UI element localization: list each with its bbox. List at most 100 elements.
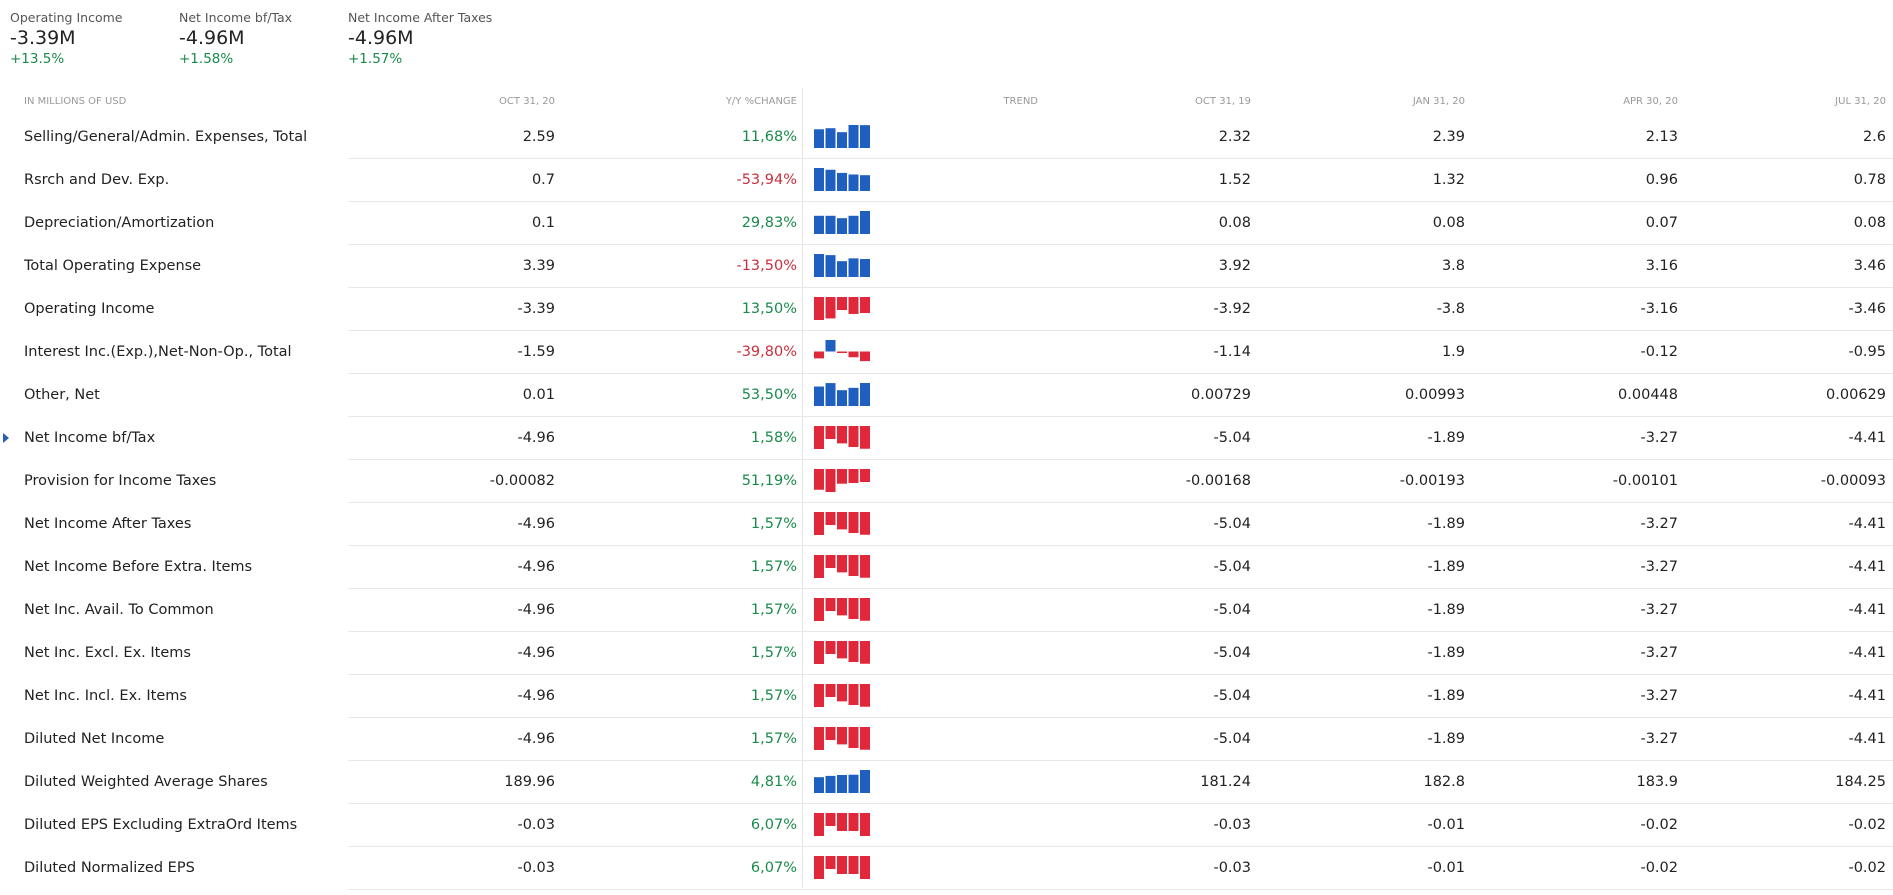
cell-yoy-change: 51,19% [741,473,797,489]
table-row[interactable]: Rsrch and Dev. Exp. 0.7 -53,94% 1.52 1.32 0.9… [0,159,1893,202]
trend-bar [814,129,824,148]
cell-period-3: 0.00448 [1618,387,1678,403]
cell-period-4: -0.02 [1848,817,1886,833]
trend-bar [860,727,870,750]
row-label: Diluted Net Income [24,731,165,747]
row-divider [348,803,1893,804]
table-row[interactable]: Net Inc. Excl. Ex. Items -4.96 1,57% -5.04 -… [0,632,1893,675]
table-row[interactable]: Net Income After Taxes -4.96 1,57% -5.04 -1.… [0,503,1893,546]
trend-bar [848,351,859,358]
table-row[interactable]: Diluted EPS Excluding ExtraOrd Items -0.0… [0,804,1893,847]
trend-bar [825,383,836,406]
table-row[interactable]: Operating Income -3.39 13,50% -3.92 -3.8 -3.1… [0,288,1893,331]
cell-current: -0.03 [517,860,555,876]
trend-bar [825,169,836,191]
trend-bar [825,340,836,352]
cell-period-2: 0.00993 [1405,387,1465,403]
trend-bar [814,856,824,879]
trend-bar [848,598,859,619]
kpi-operating-income: Operating Income -3.39M +13.5% [10,10,122,67]
header-period-4[interactable]: JUL 31, 20 [1835,96,1886,107]
header-period-3[interactable]: APR 30, 20 [1623,96,1678,107]
trend-bar [860,641,870,664]
trend-bar [837,218,847,234]
row-label: Net Inc. Incl. Ex. Items [24,688,187,704]
kpi-value: -4.96M [179,27,245,49]
cell-yoy-change: 4,81% [750,774,797,790]
cell-period-2: -1.89 [1427,559,1465,575]
row-expand-arrow-icon[interactable] [3,433,9,443]
trend-bar [837,426,847,444]
table-row[interactable]: Depreciation/Amortization 0.1 29,83% 0.08 0.… [0,202,1893,245]
trend-sparkline [814,512,870,535]
cell-yoy-change: 11,68% [741,129,797,145]
cell-period-4: -4.41 [1848,645,1886,661]
row-label: Rsrch and Dev. Exp. [24,172,170,188]
header-yoy[interactable]: Y/Y %CHANGE [725,96,797,107]
cell-period-2: 3.8 [1441,258,1465,274]
table-row[interactable]: Diluted Weighted Average Shares 189.96 4,8… [0,761,1893,804]
trend-bar [860,813,870,836]
trend-bar [837,297,847,310]
cell-period-3: -3.27 [1640,559,1678,575]
table-row[interactable]: Other, Net 0.01 53,50% 0.00729 0.00993 0.0044… [0,374,1893,417]
header-current[interactable]: OCT 31, 20 [499,96,555,107]
cell-yoy-change: 1,57% [750,688,797,704]
cell-current: 189.96 [504,774,555,790]
kpi-net-income-bf-tax: Net Income bf/Tax -4.96M +1.58% [179,10,292,67]
cell-yoy-change: 1,57% [750,602,797,618]
trend-bar [837,774,847,793]
cell-current: -4.96 [517,430,555,446]
cell-period-1: -5.04 [1213,559,1251,575]
row-divider [348,201,1893,202]
table-row[interactable]: Net Income bf/Tax -4.96 1,58% -5.04 -1.89 -3.… [0,417,1893,460]
table-row[interactable]: Net Inc. Avail. To Common -4.96 1,57% -5.04… [0,589,1893,632]
trend-sparkline [814,856,870,879]
trend-bar [837,856,847,874]
trend-sparkline [814,297,870,320]
trend-bar [825,684,836,697]
trend-bar [837,172,847,191]
cell-period-4: -0.95 [1848,344,1886,360]
table-row[interactable]: Net Inc. Incl. Ex. Items -4.96 1,57% -5.04 -… [0,675,1893,718]
cell-yoy-change: -13,50% [736,258,797,274]
header-name: IN MILLIONS OF USD [24,96,127,107]
trend-sparkline [814,813,870,836]
table-row[interactable]: Interest Inc.(Exp.),Net-Non-Op., Total -1… [0,331,1893,374]
table-row[interactable]: Total Operating Expense 3.39 -13,50% 3.92 3.… [0,245,1893,288]
row-divider [348,330,1893,331]
trend-sparkline [814,168,870,191]
table-header: IN MILLIONS OF USD OCT 31, 20 Y/Y %CHANG… [0,96,1893,112]
trend-bar [860,211,870,234]
trend-bar [814,641,824,664]
cell-period-3: 0.07 [1645,215,1678,231]
trend-bar [837,351,847,353]
table-row[interactable]: Selling/General/Admin. Expenses, Total 2.… [0,116,1893,159]
cell-period-3: 183.9 [1636,774,1678,790]
trend-bar [860,297,870,314]
row-divider [348,459,1893,460]
trend-bar [860,512,870,535]
table-row[interactable]: Provision for Income Taxes -0.00082 51,19%… [0,460,1893,503]
cell-period-1: 0.00729 [1191,387,1251,403]
row-label: Interest Inc.(Exp.),Net-Non-Op., Total [24,344,292,360]
cell-yoy-change: -53,94% [736,172,797,188]
cell-period-3: 2.13 [1645,129,1678,145]
trend-bar [825,469,836,492]
table-row[interactable]: Diluted Net Income -4.96 1,57% -5.04 -1.89 -3… [0,718,1893,761]
trend-bar [848,813,859,831]
cell-period-2: -0.01 [1427,817,1465,833]
trend-bar [814,684,824,707]
row-divider [348,760,1893,761]
cell-period-1: -5.04 [1213,731,1251,747]
trend-sparkline [814,383,870,406]
header-period-2[interactable]: JAN 31, 20 [1412,96,1465,107]
row-divider [348,373,1893,374]
cell-period-4: 2.6 [1862,129,1886,145]
header-period-1[interactable]: OCT 31, 19 [1195,96,1251,107]
row-label: Diluted Normalized EPS [24,860,195,876]
cell-period-4: -4.41 [1848,731,1886,747]
table-row[interactable]: Diluted Normalized EPS -0.03 6,07% -0.03 -0.… [0,847,1893,890]
cell-period-1: -5.04 [1213,516,1251,532]
table-row[interactable]: Net Income Before Extra. Items -4.96 1,57%… [0,546,1893,589]
